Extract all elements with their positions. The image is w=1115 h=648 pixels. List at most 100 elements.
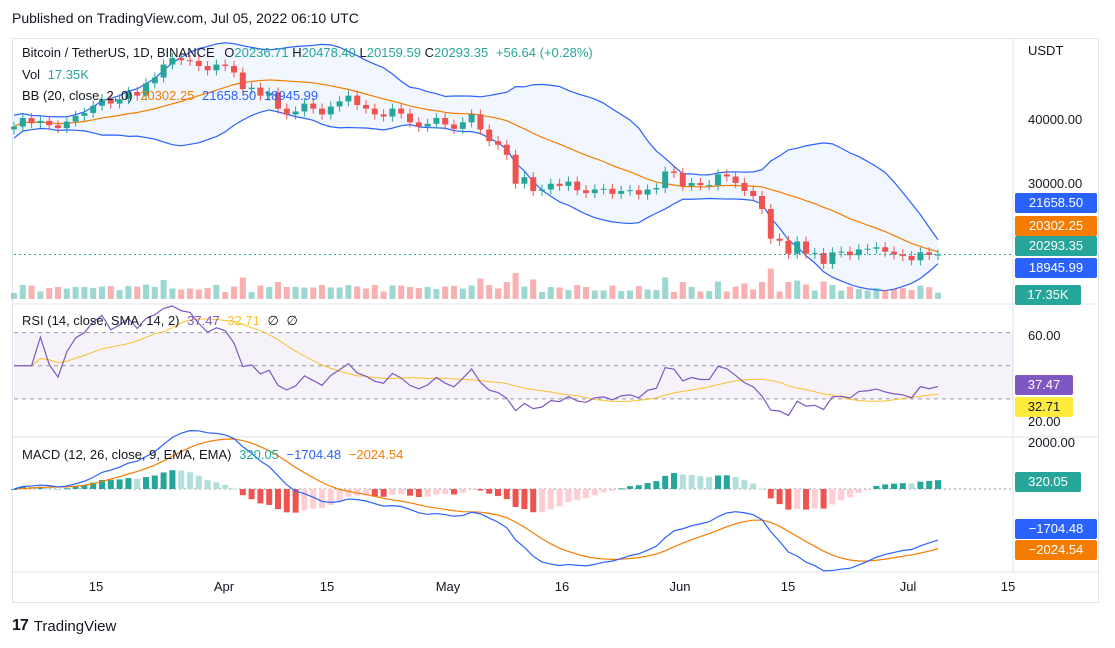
candle-body [627,190,633,192]
candle-body [715,174,721,186]
macd-histogram-bar [63,488,70,490]
candle-body [767,209,774,239]
candle-body [741,183,748,191]
volume-bar [521,286,528,299]
rsi-tick-20: 20.00 [1028,414,1061,429]
macd-histogram-bar [627,486,633,489]
macd-histogram-bar [679,474,686,489]
candle-body [917,252,924,261]
macd-histogram-bar [468,489,475,490]
candle-body [239,72,246,90]
candle-body [635,190,642,195]
candle-body [539,189,545,191]
candle-body [521,177,528,184]
candle-body [750,190,757,196]
macd-histogram-bar [820,489,827,509]
macd-histogram-bar [257,489,264,504]
bb-upper-value: 21658.50 [202,88,257,103]
candle-body [213,64,220,71]
macd-histogram-bar [583,489,589,499]
macd-histogram-bar [407,489,413,496]
candle-body [345,95,352,102]
volume-bar [917,285,924,299]
volume-bar [723,291,730,299]
candle-body [433,118,440,124]
macd-histogram-bar [187,472,193,489]
candle-body [688,183,695,186]
tradingview-logo[interactable]: 17 TradingView [12,617,116,635]
macd-histogram-bar [539,489,545,513]
macd-histogram-bar [864,489,871,490]
candle-body [107,99,114,104]
volume-value: 17.35K [47,67,89,82]
candle-body [653,188,660,190]
chart-frame[interactable] [12,38,1099,603]
candle-body [178,58,185,61]
macd-histogram-bar [891,483,897,489]
macd-histogram-bar [759,488,765,490]
candle-body [169,58,176,65]
candle-body [143,83,149,96]
volume-bar [19,285,26,299]
badge-rsi: 37.47 [1015,375,1073,395]
rsi-label: RSI (14, close, SMA, 14, 2) [22,313,180,328]
macd-histogram-bar [46,487,53,489]
volume-bar [371,285,378,299]
volume-bar [116,290,123,299]
volume-bar [935,292,941,299]
volume-bar [204,288,211,299]
volume-bar [855,289,862,299]
volume-bar [715,281,721,299]
candle-body [530,177,537,191]
macd-histogram-bar [838,489,845,501]
macd-histogram-bar [697,476,704,489]
volume-bar [635,286,642,299]
volume-bar [363,288,369,299]
candle-body [644,189,651,195]
candle-body [512,154,519,184]
x-label-mar-15: 15 [88,579,104,594]
macd-histogram-bar [803,489,809,510]
candle-body [847,251,853,256]
macd-histogram-bar [275,489,281,510]
candle-body [389,108,396,117]
candle-body [151,77,158,84]
volume-bar [873,288,880,299]
volume-bar [213,285,220,299]
volume-bar [354,286,361,299]
volume-bar [477,278,484,299]
candle-body [292,111,299,115]
candle-body [811,253,818,255]
bb-legend: BB (20, close, 2, 0) 20302.25 21658.50 1… [22,88,318,103]
macd-histogram-bar [195,475,202,489]
candle-body [679,172,686,186]
bb-basis-line [13,79,939,253]
macd-histogram-bar [451,489,457,495]
macd-histogram-bar [116,479,123,489]
macd-histogram-bar [741,480,748,489]
volume-bar [90,288,97,299]
volume-bar [407,287,413,299]
symbol-title[interactable]: Bitcoin / TetherUS, 1D, BINANCE [22,45,215,60]
candle-body [838,251,845,253]
candle-body [72,115,79,122]
currency-label[interactable]: USDT [1028,43,1064,58]
candle-body [829,252,836,264]
volume-bar [169,288,176,299]
candle-body [477,114,484,130]
candle-body [785,240,792,254]
macd-histogram-bar [547,489,554,510]
x-label-jun: Jun [669,579,691,594]
volume-bar [37,291,44,299]
volume-bar [547,287,554,299]
candle-body [873,247,880,249]
volume-bar [829,285,836,299]
volume-bar [662,277,669,299]
x-label-jul: Jul [899,579,917,594]
candle-body [908,255,915,261]
badge-bb-basis: 20302.25 [1015,216,1097,236]
macd-histogram-bar [512,489,519,507]
volume-bar [671,292,677,299]
candle-body [803,241,809,254]
